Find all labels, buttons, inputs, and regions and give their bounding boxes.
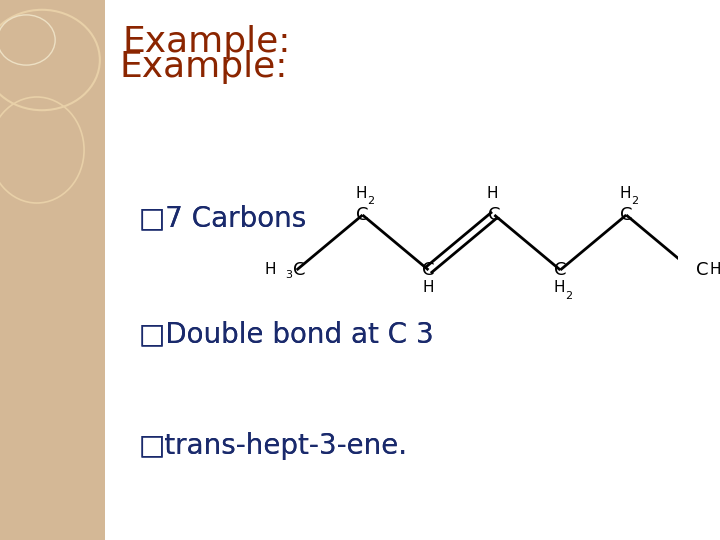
Text: H: H xyxy=(554,280,565,295)
Text: 2: 2 xyxy=(631,196,638,206)
Text: □trans-hept-3-ene.: □trans-hept-3-ene. xyxy=(139,431,408,460)
Text: H: H xyxy=(487,186,498,200)
Text: □7 Carbons: □7 Carbons xyxy=(139,205,306,233)
Text: H: H xyxy=(264,262,276,278)
Text: 3: 3 xyxy=(285,270,292,280)
Text: H: H xyxy=(423,280,434,295)
Text: C: C xyxy=(696,261,708,279)
Text: H: H xyxy=(356,186,367,200)
Text: Example:: Example: xyxy=(120,50,288,84)
Text: □trans-hept-3-ene.: □trans-hept-3-ene. xyxy=(139,431,408,460)
Text: H: H xyxy=(619,186,631,200)
Text: C: C xyxy=(293,261,305,279)
Text: 2: 2 xyxy=(565,291,572,301)
Text: Example:: Example: xyxy=(122,25,291,59)
Text: □7 Carbons: □7 Carbons xyxy=(139,205,306,233)
Bar xyxy=(0,0,105,540)
Text: C: C xyxy=(422,261,435,279)
Text: C: C xyxy=(356,206,369,224)
Text: 2: 2 xyxy=(367,196,374,206)
Text: □Double bond at C 3: □Double bond at C 3 xyxy=(139,321,433,349)
Text: C: C xyxy=(620,206,632,224)
Text: □Double bond at C 3: □Double bond at C 3 xyxy=(139,321,433,349)
Text: C: C xyxy=(488,206,500,224)
Text: C: C xyxy=(554,261,567,279)
Text: H: H xyxy=(709,262,720,278)
